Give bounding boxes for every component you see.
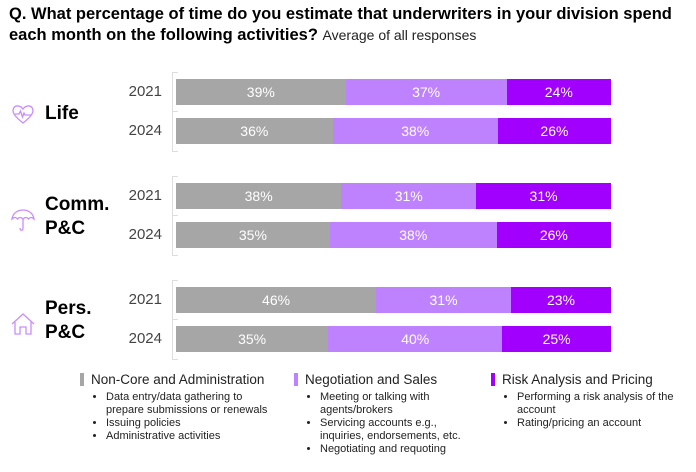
year-label: 2024 [128,122,162,139]
stacked-bar: 35% 38% 26% [176,222,611,248]
bar-segment-2: 23% [510,287,611,313]
group-bracket [172,176,178,256]
bar-segment-0: 35% [176,326,329,352]
legend-label: Negotiation and Sales [305,372,438,387]
year-label: 2021 [128,291,162,308]
bar-segment-0: 38% [176,183,342,209]
group-bracket [172,72,178,152]
legend-swatch [491,373,495,386]
stacked-bar: 38% 31% 31% [176,183,611,209]
stacked-bar: 46% 31% 23% [176,287,611,313]
chart-title: Q. What percentage of time do you estima… [9,4,689,46]
bar-segment-2: 24% [506,79,611,105]
bar-segment-1: 38% [329,222,497,248]
year-label: 2024 [128,226,162,243]
house-icon [10,311,36,337]
legend-label: Risk Analysis and Pricing [502,372,653,387]
bar-segment-1: 31% [376,287,511,313]
stacked-bar: 36% 38% 26% [176,118,611,144]
legend-item: Servicing accounts e.g., inquiries, endo… [320,417,480,443]
legend-item: Negotiating and requoting [320,443,480,456]
legend-entry: Negotiation and Sales Meeting or talking … [294,372,480,456]
title-text: Q. What percentage of time do you estima… [9,5,672,44]
stacked-bar: 35% 40% 25% [176,326,611,352]
heart-pulse-icon [10,101,36,127]
legend-item: Administrative activities [106,430,281,443]
bar-segment-1: 31% [341,183,477,209]
group-bracket [172,280,178,360]
bar-segment-0: 39% [176,79,346,105]
legend-item: Performing a risk analysis of the accoun… [517,391,677,417]
bar-segment-0: 35% [176,222,330,248]
group-label: Life [45,103,79,124]
bar-segment-2: 25% [502,326,611,352]
year-label: 2021 [128,187,162,204]
legend-item: Data entry/data gathering to prepare sub… [106,391,281,417]
bar-segment-0: 36% [176,118,333,144]
bar-segment-2: 31% [476,183,611,209]
bar-segment-2: 26% [497,118,611,144]
year-label: 2024 [128,330,162,347]
legend-entry: Non-Core and Administration Data entry/da… [80,372,281,443]
legend-item: Issuing policies [106,417,281,430]
group-label: Pers. P&C [45,298,92,343]
legend-item: Meeting or talking with agents/brokers [320,391,480,417]
bar-segment-1: 37% [345,79,507,105]
bar-segment-1: 38% [332,118,498,144]
legend-entry: Risk Analysis and Pricing Performing a ri… [491,372,677,430]
year-label: 2021 [128,83,162,100]
umbrella-icon [10,207,36,233]
bar-segment-0: 46% [176,287,377,313]
legend-swatch [294,373,298,386]
legend-swatch [80,373,84,386]
group-label: Comm. P&C [45,194,110,239]
legend-item: Rating/pricing an account [517,417,677,430]
subtitle: Average of all responses [322,27,477,43]
bar-segment-1: 40% [328,326,503,352]
legend-label: Non-Core and Administration [91,372,265,387]
bar-segment-2: 26% [496,222,611,248]
stacked-bar: 39% 37% 24% [176,79,611,105]
